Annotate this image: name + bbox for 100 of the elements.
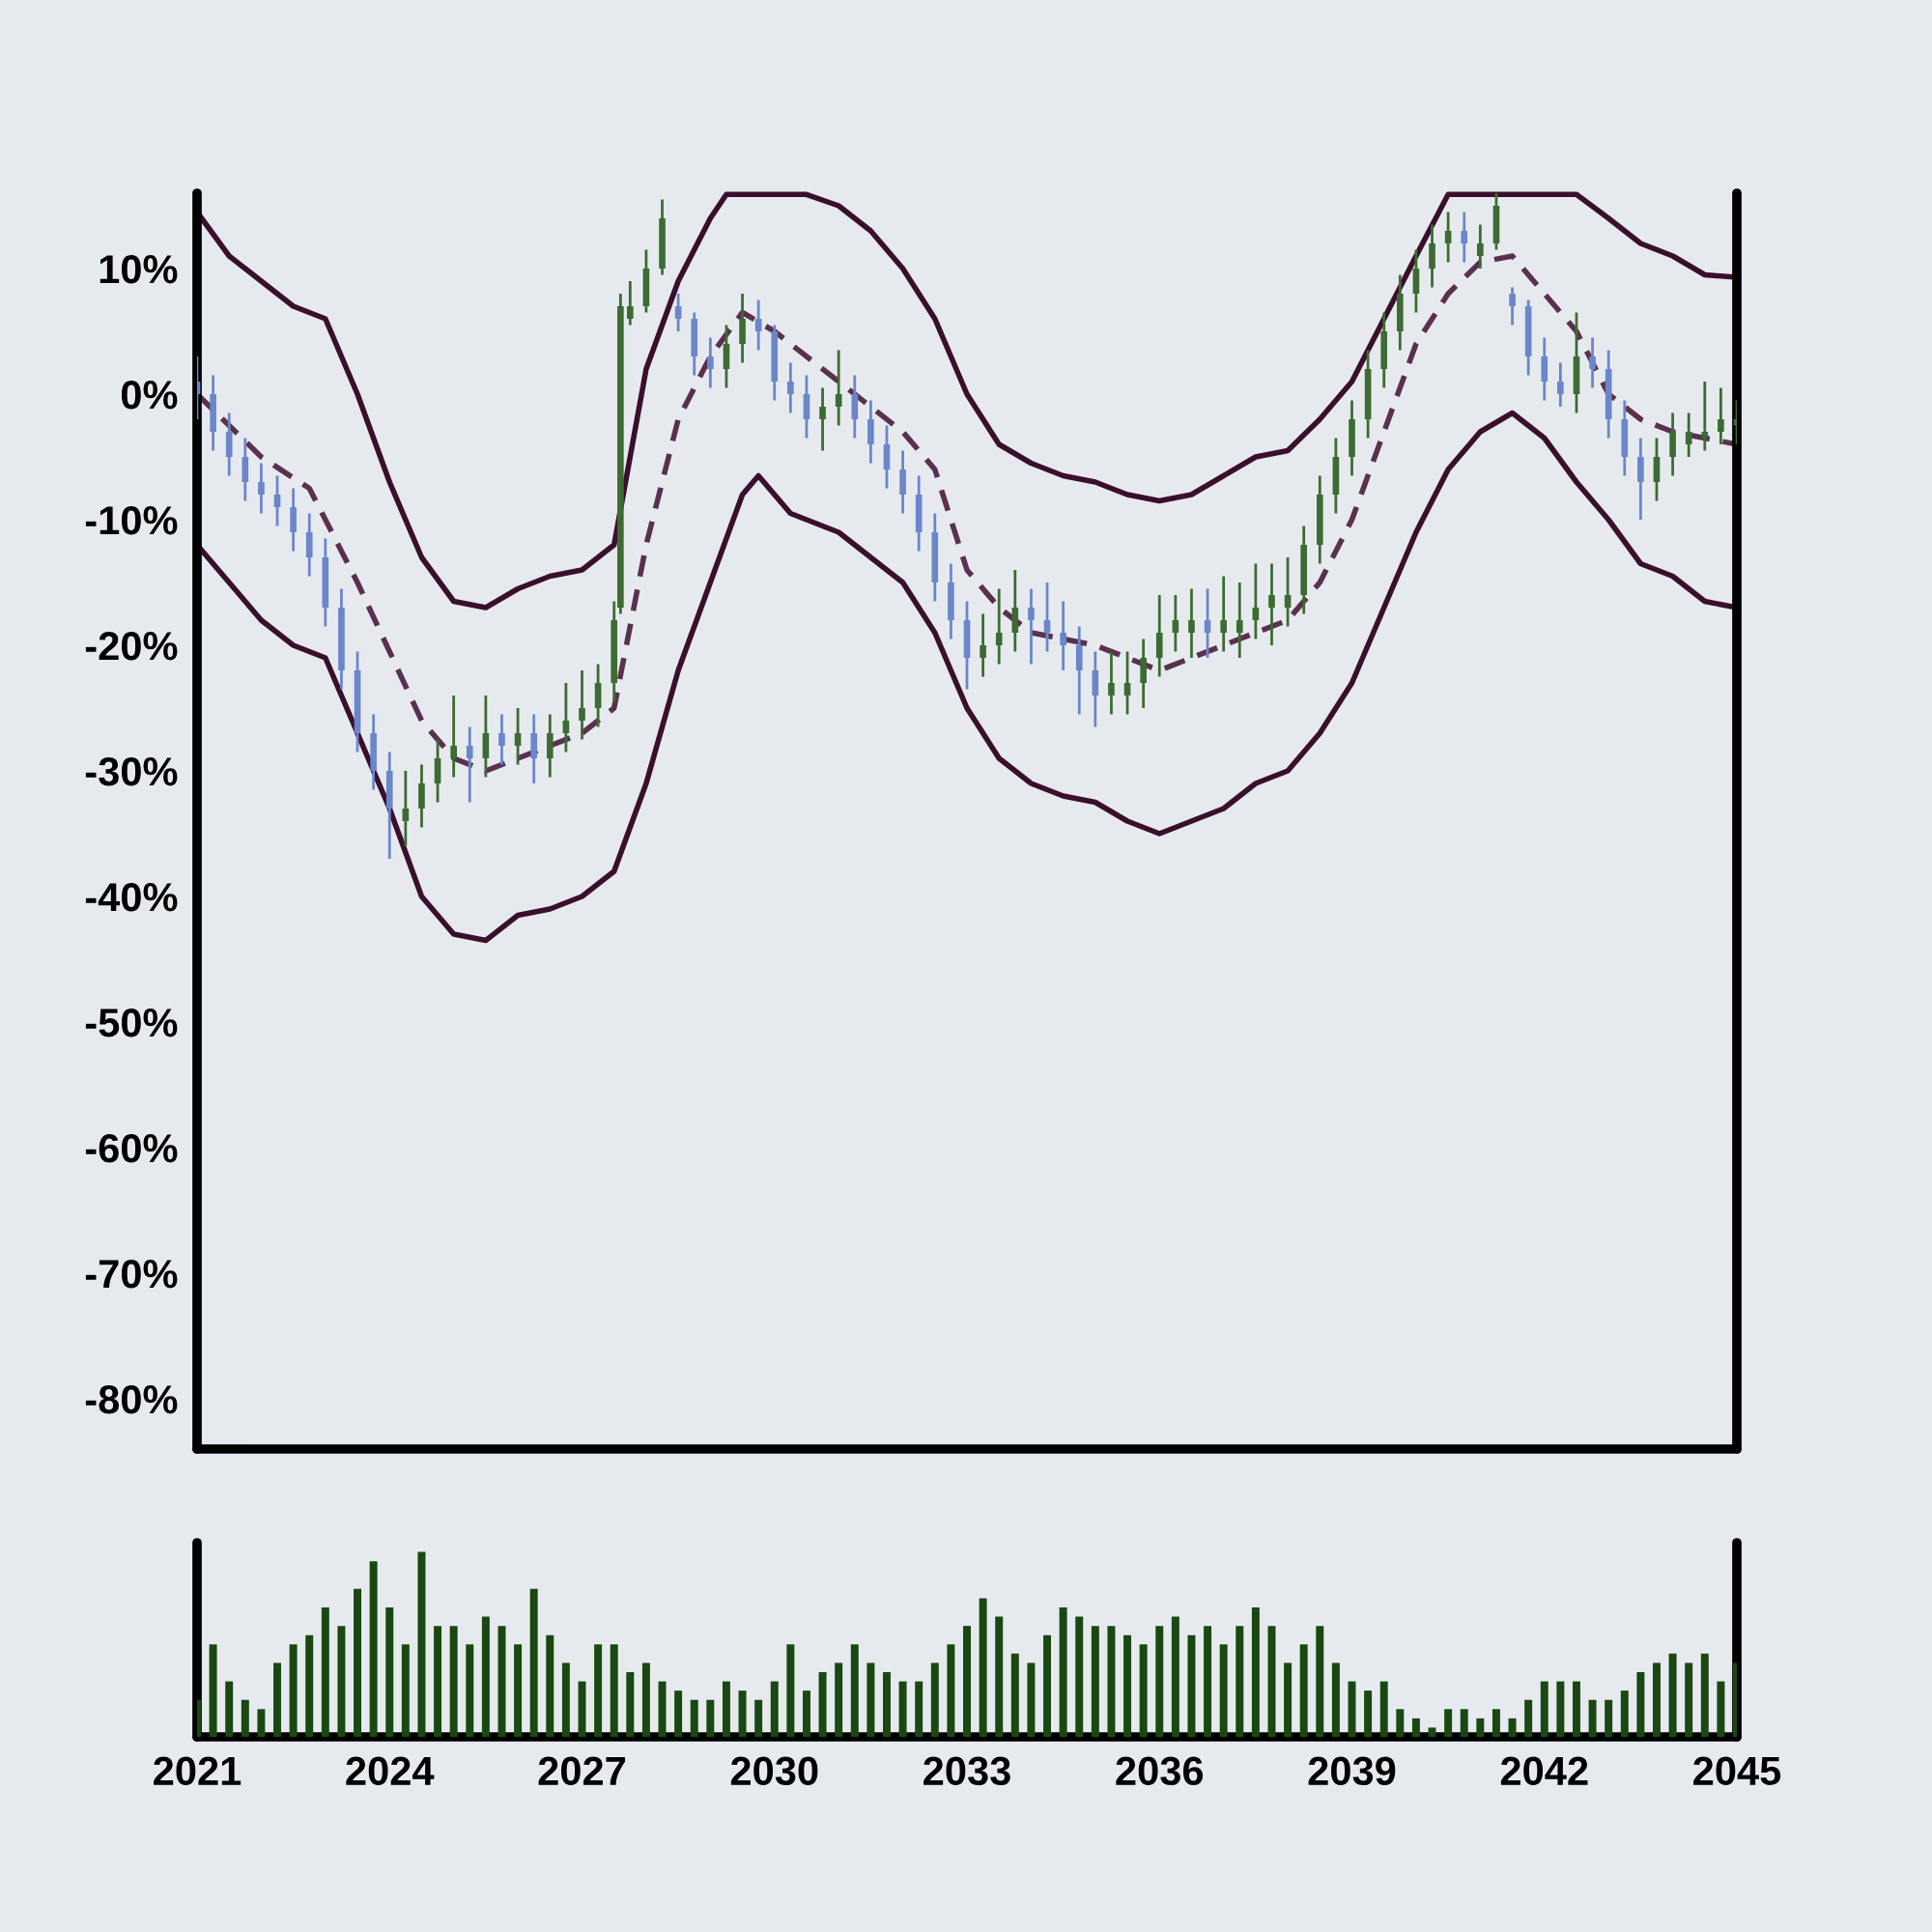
bar [1652,1662,1661,1737]
bar [1219,1644,1228,1737]
candlestick [450,694,457,779]
bar [289,1644,298,1737]
bar [385,1607,394,1737]
candlestick [1509,286,1516,327]
candlestick [1268,562,1275,647]
candlestick [754,298,762,352]
bar [1492,1709,1500,1737]
x-tick-label: 2033 [923,1756,1010,1786]
bar [674,1690,683,1737]
bar [1717,1681,1725,1737]
candlestick [1108,650,1115,716]
bar [1236,1626,1244,1737]
candlestick [466,725,473,804]
candlestick [1220,575,1227,653]
candlestick [1028,587,1035,666]
candlestick [1589,336,1596,389]
bar [882,1672,891,1737]
bar [1187,1634,1196,1737]
bar [770,1681,779,1737]
candlestick [1172,593,1179,653]
bar [209,1644,217,1737]
bar [434,1626,442,1737]
bar [1379,1681,1388,1737]
bar [1685,1662,1693,1737]
bar [915,1681,923,1737]
bar [369,1561,378,1737]
candlestick [1461,211,1468,264]
candlestick [1701,380,1709,452]
bar [1010,1653,1019,1737]
candlestick [1284,555,1292,628]
bar [401,1644,410,1737]
bar [1444,1709,1453,1737]
bar [1139,1644,1148,1737]
bar [546,1634,554,1737]
y-tick-label: 0% [121,381,178,410]
x-tick-label: 2039 [1308,1756,1396,1786]
candlestick [1236,581,1243,660]
bar [514,1644,523,1737]
bar [802,1690,810,1737]
candlestick [1477,223,1484,270]
y-tick-label: -30% [85,757,178,786]
candlestick [514,706,522,766]
bar [1460,1709,1468,1737]
candlestick [835,349,842,427]
candlestick [1060,600,1066,672]
bar [786,1644,795,1737]
bar [738,1690,747,1737]
bar [1428,1727,1436,1737]
candlestick [1718,386,1724,446]
bar [1668,1653,1677,1737]
y-tick-label: -20% [85,632,178,661]
x-tick-label: 2045 [1693,1756,1781,1786]
candlestick [273,474,281,527]
bar [241,1699,249,1737]
y-tick-label: 10% [99,255,178,284]
bar [497,1626,506,1737]
bar [867,1662,875,1737]
bar [305,1634,314,1737]
bar [1299,1644,1308,1737]
bar [417,1551,426,1737]
bar [1476,1718,1485,1737]
bar [963,1626,971,1737]
x-tick-label: 2030 [730,1756,818,1786]
y-tick-label: -10% [85,506,178,535]
bar [1284,1662,1293,1737]
candlestick [1188,587,1195,660]
bar [1059,1607,1067,1737]
bar [754,1699,763,1737]
candlestick [498,713,505,766]
bar [1636,1672,1645,1737]
candlestick [980,612,986,678]
bar [1572,1681,1580,1737]
bar [706,1699,715,1737]
bar [1700,1653,1709,1737]
candlestick [1043,581,1051,653]
bar [1588,1699,1597,1737]
bar [1508,1718,1517,1737]
bar [1251,1607,1260,1737]
candlestick [258,462,265,515]
candlestick [562,681,570,753]
bar [1267,1626,1276,1737]
bar [1107,1626,1116,1737]
bar [449,1626,458,1737]
y-tick-label: -50% [85,1009,178,1037]
candlestick [707,336,714,389]
x-tick-label: 2021 [154,1756,242,1786]
bar [1524,1699,1533,1737]
bar [979,1598,987,1737]
candlestick [402,769,410,848]
y-tick-label: -40% [85,883,178,912]
bar [321,1607,329,1737]
bar [466,1644,474,1737]
bar [561,1662,570,1737]
x-tick-label: 2042 [1500,1756,1588,1786]
candlestick [674,292,682,333]
candlestick [787,361,794,414]
bar [1155,1626,1164,1737]
candlestick [995,587,1003,666]
